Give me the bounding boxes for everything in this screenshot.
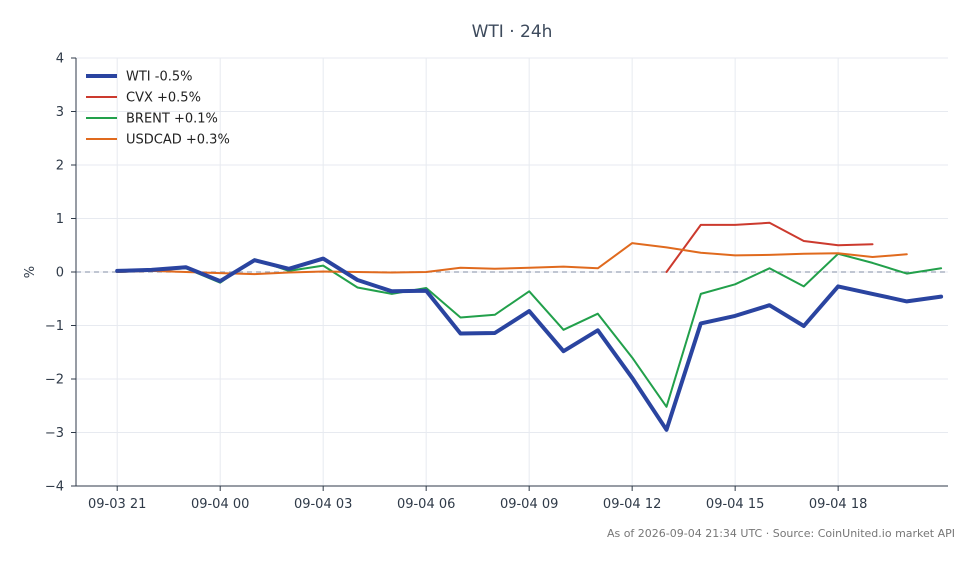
y-tick-label: 0: [56, 266, 64, 281]
x-tick-label: 09-04 03: [294, 497, 352, 512]
y-tick-label: 2: [56, 159, 64, 174]
x-tick-label: 09-04 12: [603, 497, 661, 512]
legend-label-usdcad: USDCAD +0.3%: [126, 133, 230, 148]
x-tick-label: 09-04 18: [809, 497, 867, 512]
x-tick-label: 09-04 00: [191, 497, 249, 512]
series-line-wti: [115, 256, 944, 432]
series-group: [115, 221, 944, 432]
series-line-usdcad: [116, 242, 908, 276]
x-tick-label: 09-04 06: [397, 497, 455, 512]
y-tick-label: 1: [56, 212, 64, 227]
y-axis-label: %: [23, 266, 38, 278]
footer-note: As of 2026-09-04 21:34 UTC · Source: Coi…: [607, 527, 955, 540]
y-tick-label: 3: [56, 105, 64, 120]
y-tick-label: −4: [45, 480, 64, 495]
ticks: 09-03 21 09-04 00 09-04 03 09-04 06 09-04 09…: [45, 52, 868, 513]
x-tick-label: 09-04 15: [706, 497, 764, 512]
legend-label-cvx: CVX +0.5%: [126, 91, 201, 106]
x-tick-label: 09-03 21: [88, 497, 146, 512]
legend-label-brent: BRENT +0.1%: [126, 112, 218, 127]
chart-title: WTI · 24h: [472, 22, 553, 42]
series-line-cvx: [665, 221, 874, 273]
y-tick-label: −2: [45, 373, 64, 388]
x-tick-label: 09-04 09: [500, 497, 558, 512]
y-tick-label: 4: [56, 52, 64, 67]
y-tick-label: −1: [45, 319, 64, 334]
y-tick-label: −3: [45, 426, 64, 441]
legend: WTI -0.5% CVX +0.5% BRENT +0.1% USDCAD +0.3…: [86, 70, 230, 148]
legend-label-wti: WTI -0.5%: [126, 70, 192, 85]
